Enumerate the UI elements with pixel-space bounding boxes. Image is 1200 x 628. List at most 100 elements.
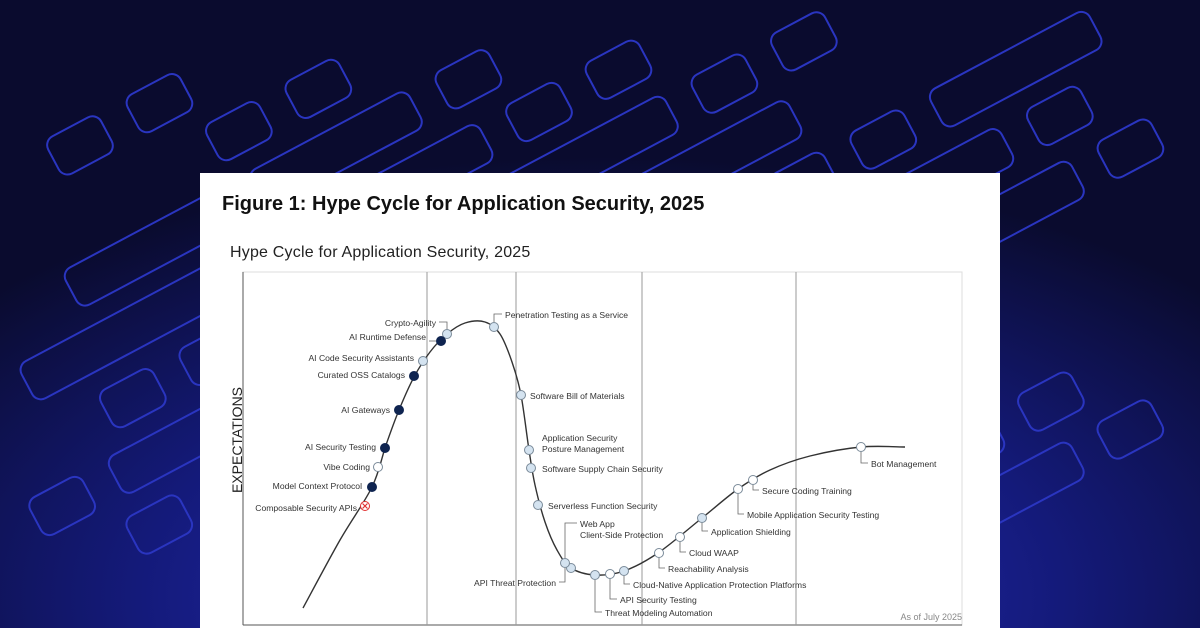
chart-title: Hype Cycle for Application Security, 202…: [230, 244, 531, 261]
item-label: Curated OSS Catalogs: [318, 370, 405, 380]
dark-marker: [367, 482, 377, 492]
light-marker: [524, 445, 534, 455]
light-marker: [516, 390, 526, 400]
white-marker: [748, 475, 758, 485]
light-marker: [560, 558, 570, 568]
hype-item: API Threat Protection: [474, 558, 570, 588]
leader-line: [594, 580, 602, 613]
dark-marker: [436, 336, 446, 346]
hype-item: Crypto-Agility: [385, 318, 452, 339]
hype-item: AI Gateways: [341, 405, 404, 415]
hype-item: AI Security Testing: [305, 442, 390, 453]
hype-item: Model Context Protocol: [273, 481, 377, 492]
item-label: Vibe Coding: [323, 462, 370, 472]
y-axis-label: EXPECTATIONS: [229, 387, 245, 493]
item-label: Software Supply Chain Security: [542, 464, 664, 474]
light-marker: [533, 500, 543, 510]
item-label: Bot Management: [871, 459, 937, 469]
pattern-shape: [849, 109, 918, 170]
item-label: Reachability Analysis: [668, 564, 749, 574]
item-label: AI Gateways: [341, 405, 390, 415]
pattern-shape: [205, 101, 273, 162]
as-of-annotation: As of July 2025: [900, 612, 962, 622]
hype-cycle-chart: EXPECTATIONS As of July 2025 Crypto-Agil…: [229, 271, 963, 626]
pattern-shape: [46, 115, 114, 176]
item-label: Cloud-Native Application Protection Plat…: [633, 580, 806, 590]
white-marker: [605, 569, 615, 579]
leader-line: [860, 452, 868, 464]
pattern-shape: [284, 58, 353, 119]
light-marker: [619, 566, 629, 576]
white-marker: [733, 484, 743, 494]
hype-item: Application Shielding: [697, 513, 791, 537]
white-marker: [856, 442, 866, 452]
hype-item: Serverless Function Security: [533, 500, 658, 511]
light-marker: [489, 322, 499, 332]
hype-item: Application Security Posture Management: [524, 433, 625, 455]
item-label: AI Security Testing: [305, 442, 376, 452]
pattern-shape: [125, 494, 194, 555]
item-label: AI Runtime Defense: [349, 332, 426, 342]
white-marker: [675, 532, 685, 542]
hype-item: Reachability Analysis: [654, 548, 749, 574]
light-marker: [526, 463, 536, 473]
dark-marker: [394, 405, 404, 415]
item-label: Secure Coding Training: [762, 486, 852, 496]
pattern-shape: [1026, 85, 1094, 147]
hype-item: Threat Modeling Automation: [590, 570, 713, 618]
hype-item: Cloud-Native Application Protection Plat…: [619, 566, 806, 590]
item-label: Crypto-Agility: [385, 318, 437, 328]
hype-item: Composable Security APIs: [255, 501, 370, 513]
figure-title: Figure 1: Hype Cycle for Application Sec…: [222, 193, 705, 215]
item-label: Model Context Protocol: [273, 481, 362, 491]
item-label: Web App Client-Side Protection: [580, 519, 663, 540]
pattern-shape: [99, 368, 167, 429]
white-marker: [654, 548, 664, 558]
hype-item: Web App Client-Side Protection: [564, 519, 663, 573]
dark-marker: [380, 443, 390, 453]
hype-item: Curated OSS Catalogs: [318, 370, 419, 381]
item-label: Software Bill of Materials: [530, 391, 625, 401]
white-marker: [373, 462, 383, 472]
item-label: Penetration Testing as a Service: [505, 310, 628, 320]
leader-line: [564, 522, 577, 564]
dark-marker: [409, 371, 419, 381]
hype-item: Vibe Coding: [323, 462, 383, 472]
pattern-shape: [1096, 399, 1165, 460]
figure-panel: Figure 1: Hype Cycle for Application Sec…: [200, 173, 1000, 628]
pattern-shape: [928, 10, 1103, 128]
leader-line: [658, 558, 665, 569]
item-label: API Threat Protection: [474, 578, 556, 588]
item-label: AI Code Security Assistants: [308, 353, 414, 363]
pattern-shape: [28, 475, 96, 537]
pattern-shape: [505, 81, 573, 143]
leader-line: [439, 321, 448, 329]
pattern-shape: [1017, 371, 1085, 432]
obsolete-x-icon: [362, 503, 368, 509]
pattern-shape: [1096, 118, 1165, 179]
hype-item: Penetration Testing as a Service: [489, 310, 628, 332]
item-label: Mobile Application Security Testing: [747, 510, 879, 520]
hype-item: Cloud WAAP: [675, 532, 739, 558]
hype-item: Secure Coding Training: [748, 475, 852, 496]
item-label: Application Shielding: [711, 527, 791, 537]
light-marker: [418, 356, 428, 366]
item-label: Application Security Posture Management: [542, 433, 625, 454]
item-label: Composable Security APIs: [255, 503, 357, 513]
pattern-shape: [690, 53, 759, 114]
hype-item: Mobile Application Security Testing: [733, 484, 879, 520]
hype-item: Bot Management: [856, 442, 937, 469]
pattern-shape: [584, 39, 653, 100]
item-label: API Security Testing: [620, 595, 697, 605]
hype-item: AI Code Security Assistants: [308, 353, 428, 366]
leader-line: [737, 494, 744, 515]
leader-line: [559, 568, 566, 583]
leader-line: [701, 523, 708, 532]
pattern-shape: [125, 73, 194, 134]
leader-line: [623, 576, 630, 585]
hype-item: Software Bill of Materials: [516, 390, 625, 401]
leader-line: [493, 313, 502, 322]
pattern-shape: [434, 49, 503, 110]
leader-line: [752, 485, 759, 491]
hype-item: API Security Testing: [605, 569, 697, 605]
